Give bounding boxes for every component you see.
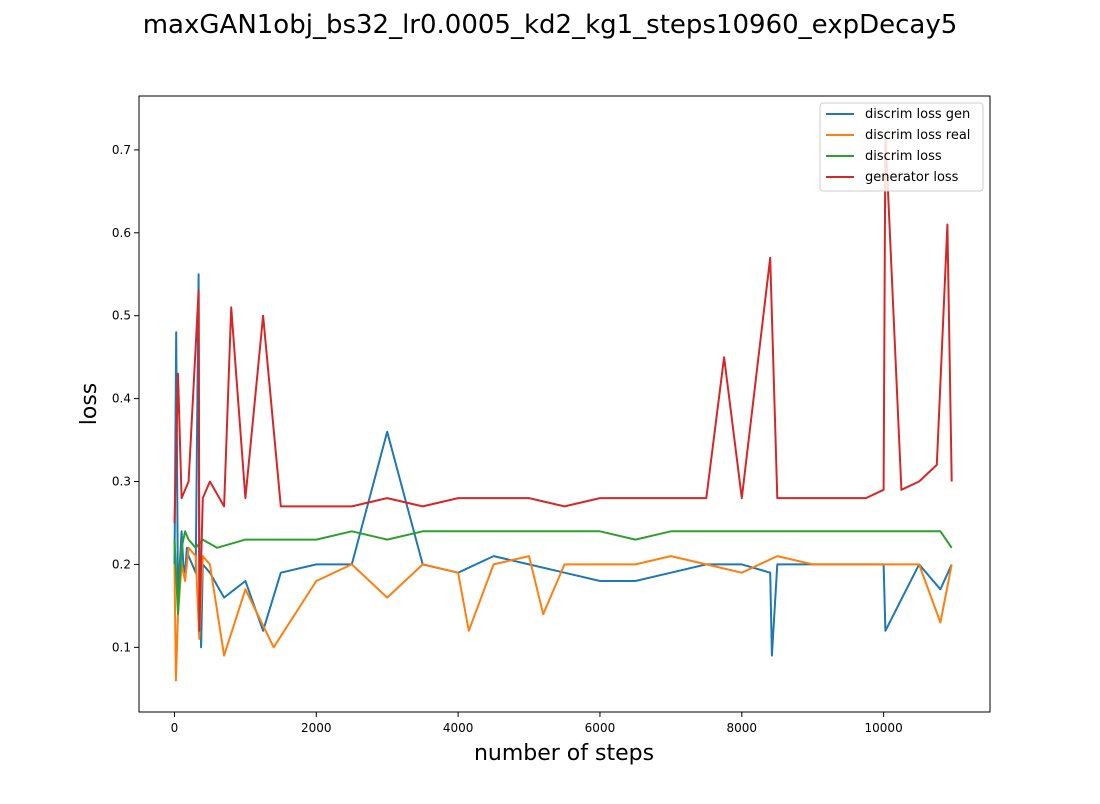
- plot-frame: [138, 95, 991, 713]
- legend-label: discrim loss gen: [865, 107, 970, 122]
- y-tick-label: 0.4: [112, 392, 131, 406]
- x-tick-label: 0: [171, 721, 179, 735]
- x-tick-label: 4000: [443, 721, 474, 735]
- series-layer: [173, 132, 953, 682]
- y-tick-label: 0.5: [112, 309, 131, 323]
- x-tick-label: 2000: [301, 721, 332, 735]
- y-axis-label: loss: [77, 383, 102, 426]
- series-line-2: [173, 546, 953, 682]
- x-tick-label: 8000: [727, 721, 758, 735]
- legend-label: discrim loss real: [865, 128, 970, 143]
- y-tick-label: 0.3: [112, 475, 131, 489]
- x-tick-label: 6000: [585, 721, 616, 735]
- x-axis-label: number of steps: [474, 741, 654, 766]
- legend: discrim loss gen discrim loss real discrim…: [819, 102, 984, 192]
- x-tick-label: 10000: [865, 721, 903, 735]
- y-tick-label: 0.1: [112, 640, 131, 654]
- legend-box: [819, 102, 984, 192]
- series-line-4: [173, 132, 953, 632]
- series-line-3: [173, 530, 953, 616]
- y-tick-label: 0.6: [112, 226, 131, 240]
- y-tick-label: 0.7: [112, 143, 131, 157]
- chart-title: maxGAN1obj_bs32_lr0.0005_kd2_kg1_steps10…: [142, 10, 958, 40]
- y-tick-label: 0.2: [112, 557, 131, 571]
- x-axis-ticks: 0 2000 4000 6000 8000 10000: [171, 712, 903, 735]
- y-axis-ticks: 0.1 0.2 0.3 0.4 0.5 0.6 0.7: [112, 143, 139, 654]
- legend-label: discrim loss: [865, 149, 942, 164]
- legend-label: generator loss: [865, 170, 959, 185]
- plot-background: [139, 96, 990, 712]
